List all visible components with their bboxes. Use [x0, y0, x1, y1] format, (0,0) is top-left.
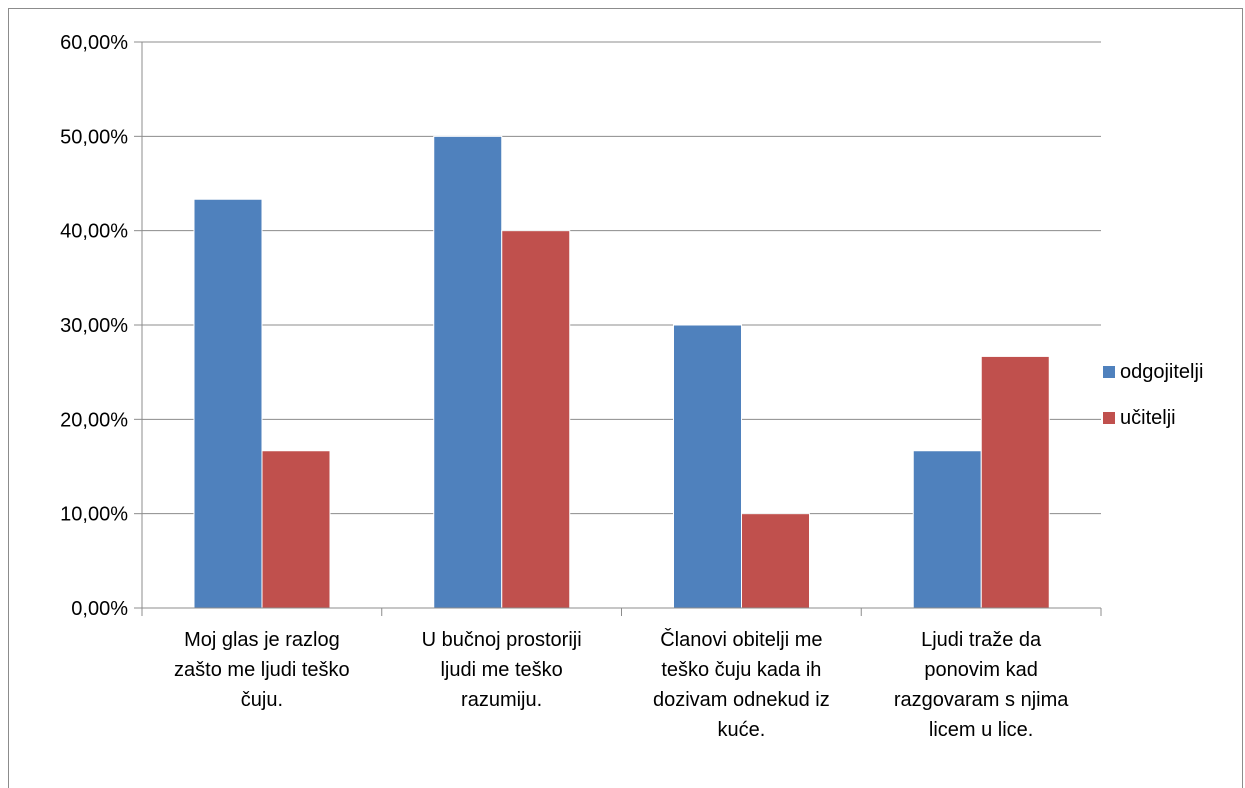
y-tick-label: 30,00% [60, 315, 128, 337]
x-category-label-line: Moj glas je razlog [184, 629, 340, 651]
gridlines [142, 41, 1101, 515]
x-category-label-line: razumiju. [461, 689, 542, 711]
x-category-label: U bučnoj prostoriji ljudi me teško razumij… [422, 629, 582, 711]
legend-swatch-učitelji [1103, 412, 1115, 424]
x-category-label-line: ponovim kad [924, 659, 1037, 681]
y-tick-label: 60,00% [60, 32, 128, 54]
y-tick-label: 20,00% [60, 409, 128, 431]
x-category-label-line: Ljudi traže da [921, 629, 1042, 651]
y-tick-label: 40,00% [60, 221, 128, 243]
x-category-label-line: ljudi me teško [440, 659, 562, 681]
bar-učitelji-4 [980, 355, 1050, 609]
y-axis-tick-labels: 0,00% 10,00% 20,00% 30,00% 40,00% 50,00% 60,00… [60, 32, 128, 620]
legend-label: učitelji [1120, 407, 1176, 429]
bar-učitelji-1 [261, 450, 331, 609]
bar-odgojitelji-1 [193, 198, 263, 609]
x-category-label-line: teško čuju kada ih [661, 659, 821, 681]
x-category-label: Moj glas je razlog zašto me ljudi teško ču… [174, 629, 350, 711]
x-category-label-line: Članovi obitelji me [660, 628, 822, 651]
legend: odgojitelji učitelji [1103, 361, 1203, 429]
y-tick-label: 50,00% [60, 126, 128, 148]
chart-frame [8, 8, 1243, 788]
x-category-label-line: razgovaram s njima [894, 689, 1069, 711]
x-category-label: Članovi obitelji me teško čuju kada ih doz… [653, 628, 830, 741]
x-axis-category-labels: Moj glas je razlog zašto me ljudi teško ču… [174, 628, 1069, 741]
legend-label: odgojitelji [1120, 361, 1203, 383]
bar-učitelji-3 [741, 513, 810, 609]
bar-odgojitelji-3 [673, 324, 742, 609]
bar-odgojitelji-2 [433, 135, 503, 609]
axes [134, 41, 1102, 616]
bars [193, 135, 1050, 609]
x-category-label-line: licem u lice. [929, 719, 1033, 741]
x-category-label: Ljudi traže da ponovim kad razgovaram s nj… [894, 629, 1069, 741]
x-category-label-line: kuće. [717, 719, 765, 741]
x-category-label-line: dozivam odnekud iz [653, 689, 830, 711]
bar-učitelji-2 [501, 230, 571, 609]
bar-odgojitelji-4 [912, 450, 982, 609]
y-tick-label: 0,00% [71, 598, 128, 620]
x-category-label-line: zašto me ljudi teško [174, 659, 350, 681]
x-category-label-line: U bučnoj prostoriji [422, 629, 582, 651]
legend-swatch-odgojitelji [1103, 366, 1115, 378]
x-category-label-line: čuju. [241, 689, 283, 711]
y-tick-label: 10,00% [60, 504, 128, 526]
